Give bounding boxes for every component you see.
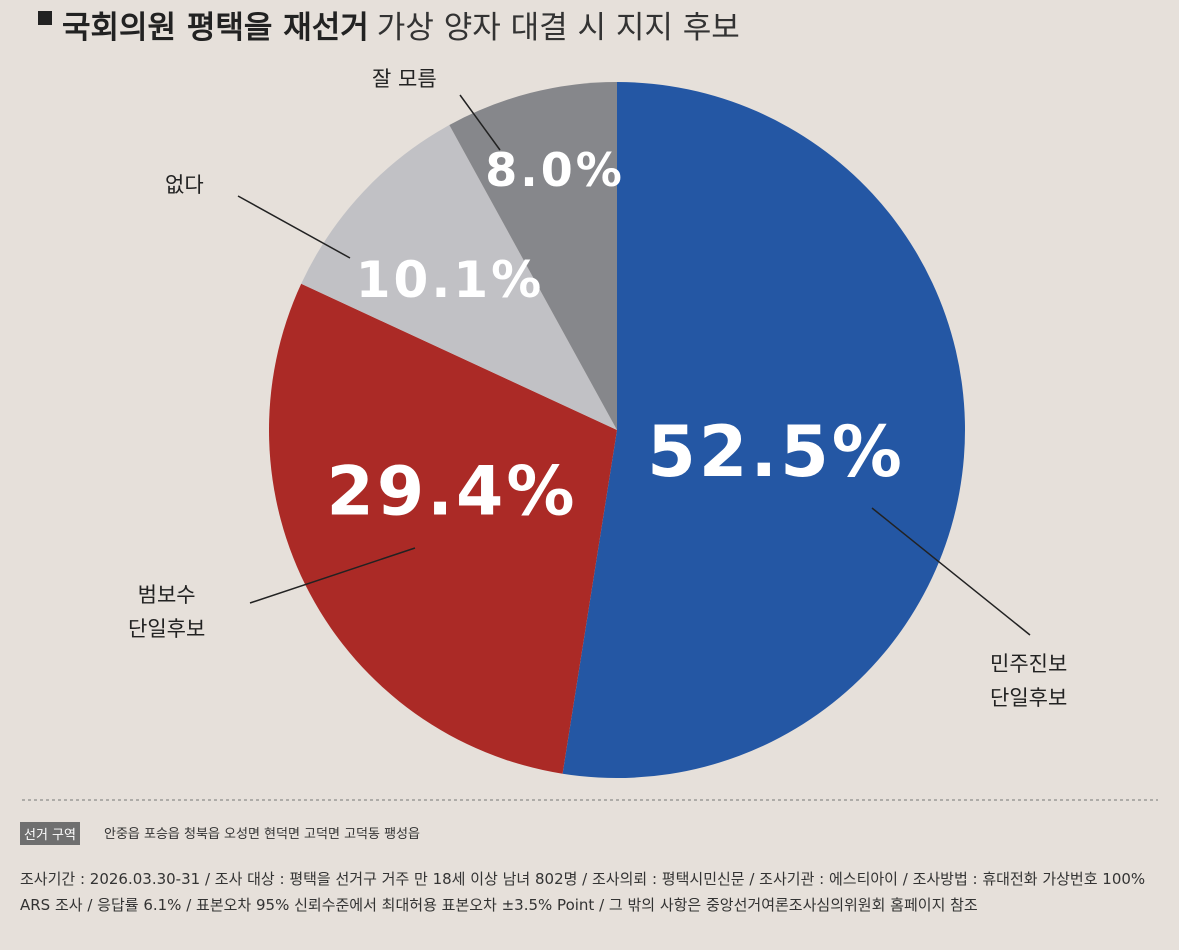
pie-slice [301,125,617,430]
chart-title: 국회의원 평택을 재선거 가상 양자 대결 시 지지 후보 [62,2,740,47]
value-label: 29.4% [326,452,578,532]
leader-line [871,507,1031,636]
region-tag: 선거 구역 [20,822,80,845]
value-label: 52.5% [647,411,905,493]
value-label: 10.1% [355,251,545,309]
value-label: 8.0% [485,143,625,197]
leader-line [459,94,501,151]
category-label: 잘 모름 [372,67,437,91]
pie-slice [269,283,617,774]
title-bullet [38,11,52,25]
title-rest: 가상 양자 대결 시 지지 후보 [376,10,740,46]
category-label: 민주진보 단일후보 [990,652,1068,710]
leader-line [237,195,351,259]
category-label: 없다 [165,173,204,197]
category-label: 범보수 단일후보 [128,583,206,641]
pie-slice [562,82,966,778]
pie-slice [449,82,617,430]
survey-notes: 조사기간 : 2026.03.30-31 / 조사 대상 : 평택을 선거구 거… [20,870,1146,914]
region: 안중읍 포승읍 청북읍 오성면 현덕면 고덕면 고덕동 팽성읍 [104,827,420,842]
leader-line [249,547,416,604]
title-bold: 국회의원 평택을 재선거 [62,10,369,46]
